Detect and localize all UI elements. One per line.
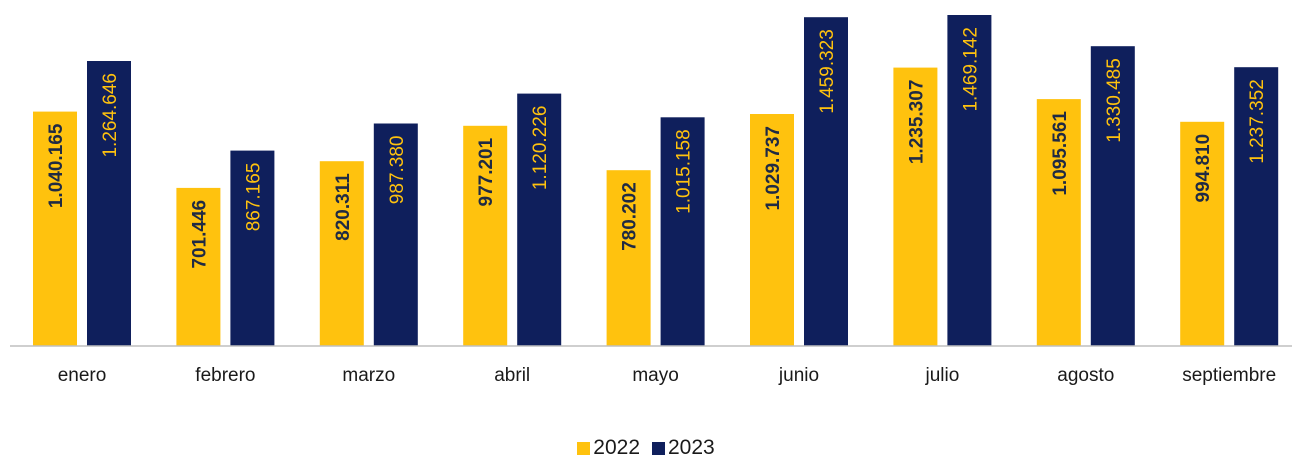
legend-item-2022: 2022 bbox=[577, 436, 640, 460]
category-label-mayo: mayo bbox=[632, 365, 678, 386]
bar-2023-agosto bbox=[1090, 46, 1135, 346]
value-label-2023-abril: 1.120.226 bbox=[530, 106, 551, 191]
value-label-2022-abril: 977.201 bbox=[476, 137, 497, 206]
value-label-2023-marzo: 987.380 bbox=[387, 136, 408, 205]
bar-2022-abril bbox=[463, 125, 508, 346]
value-label-2022-junio: 1.029.737 bbox=[763, 126, 784, 211]
category-label-febrero: febrero bbox=[195, 365, 255, 386]
value-label-2023-enero: 1.264.646 bbox=[100, 73, 121, 158]
category-label-septiembre: septiembre bbox=[1182, 365, 1276, 386]
value-label-2022-agosto: 1.095.561 bbox=[1050, 111, 1071, 196]
value-label-2023-junio: 1.459.323 bbox=[817, 29, 838, 114]
value-label-2023-febrero: 867.165 bbox=[243, 163, 264, 232]
bar-2022-junio bbox=[750, 114, 794, 346]
bar-2022-septiembre bbox=[1180, 121, 1225, 346]
category-label-enero: enero bbox=[58, 365, 107, 386]
bar-2022-enero bbox=[33, 111, 77, 346]
category-label-marzo: marzo bbox=[342, 365, 395, 386]
bar-2023-julio bbox=[947, 15, 992, 346]
value-label-2023-agosto: 1.330.485 bbox=[1104, 58, 1125, 143]
category-label-abril: abril bbox=[494, 365, 530, 386]
value-label-2022-enero: 1.040.165 bbox=[46, 123, 67, 208]
value-label-2022-febrero: 701.446 bbox=[189, 200, 210, 269]
value-label-2023-septiembre: 1.237.352 bbox=[1247, 79, 1268, 164]
bar-2023-enero bbox=[87, 61, 131, 346]
category-label-junio: junio bbox=[778, 365, 819, 386]
category-label-agosto: agosto bbox=[1057, 365, 1114, 386]
legend: 2022 2023 bbox=[0, 436, 1292, 460]
bar-2022-julio bbox=[893, 67, 938, 346]
bars-layer bbox=[33, 15, 1279, 346]
category-label-julio: julio bbox=[924, 365, 959, 386]
bar-2023-junio bbox=[804, 17, 848, 346]
bar-2022-mayo bbox=[606, 170, 651, 346]
bar-2022-marzo bbox=[319, 161, 364, 346]
legend-label-2022: 2022 bbox=[593, 436, 640, 459]
bar-2022-agosto bbox=[1036, 99, 1081, 346]
value-labels-layer: 1.040.165 1.264.646 701.446 867.165 820.311 9… bbox=[46, 27, 1268, 269]
value-label-2022-mayo: 780.202 bbox=[620, 182, 641, 251]
legend-item-2023: 2023 bbox=[652, 436, 715, 460]
bar-2022-febrero bbox=[176, 187, 221, 346]
bar-2023-mayo bbox=[660, 117, 705, 346]
legend-swatch-2023 bbox=[652, 441, 665, 455]
category-labels-layer: enero febrero marzo abril mayo junio julio agos… bbox=[58, 365, 1277, 386]
bar-2023-marzo bbox=[373, 123, 418, 346]
legend-label-2023: 2023 bbox=[668, 436, 715, 459]
legend-swatch-2022 bbox=[577, 441, 591, 455]
value-label-2023-mayo: 1.015.158 bbox=[674, 129, 695, 214]
value-label-2022-septiembre: 994.810 bbox=[1193, 134, 1214, 203]
value-label-2023-julio: 1.469.142 bbox=[960, 27, 981, 112]
bar-2023-septiembre bbox=[1234, 67, 1279, 346]
bar-2023-abril bbox=[517, 93, 562, 346]
value-label-2022-julio: 1.235.307 bbox=[906, 80, 927, 165]
bar-2023-febrero bbox=[230, 150, 275, 346]
value-label-2022-marzo: 820.311 bbox=[333, 173, 354, 241]
